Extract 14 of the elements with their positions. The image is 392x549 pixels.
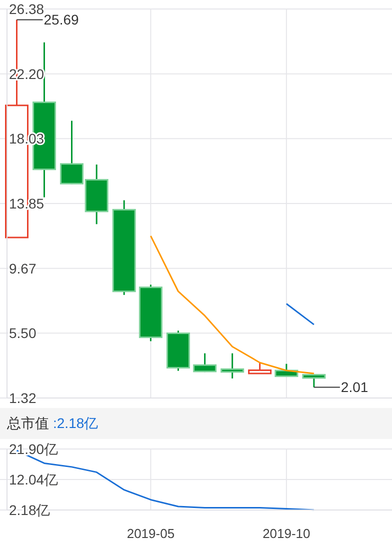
y-tick-label: 5.50	[9, 325, 36, 342]
y-tick-label: 2.18亿	[9, 502, 50, 518]
y-tick-label: 9.67	[9, 260, 36, 276]
annotation: 25.69	[44, 12, 80, 28]
chart-title: 总市值	[7, 415, 49, 431]
y-tick-label: 26.38	[9, 0, 44, 17]
candlestick	[220, 352, 244, 380]
x-tick-label: 2019-05	[126, 526, 175, 541]
x-tick-label: 2019-10	[262, 526, 310, 541]
y-tick-label: 21.90亿	[9, 440, 58, 457]
y-tick-label: 1.32	[9, 390, 36, 406]
chart-subtitle: :2.18亿	[53, 415, 98, 431]
annotation: 2.01	[340, 379, 368, 396]
y-tick-label: 12.04亿	[9, 471, 58, 488]
